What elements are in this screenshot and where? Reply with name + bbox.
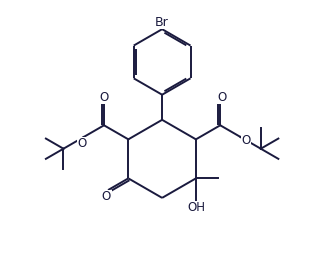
Text: O: O — [102, 190, 111, 203]
Text: O: O — [100, 91, 109, 104]
Text: Br: Br — [155, 16, 169, 29]
Text: O: O — [217, 91, 226, 104]
Text: O: O — [78, 137, 87, 150]
Text: OH: OH — [187, 201, 205, 214]
Text: O: O — [241, 134, 251, 147]
